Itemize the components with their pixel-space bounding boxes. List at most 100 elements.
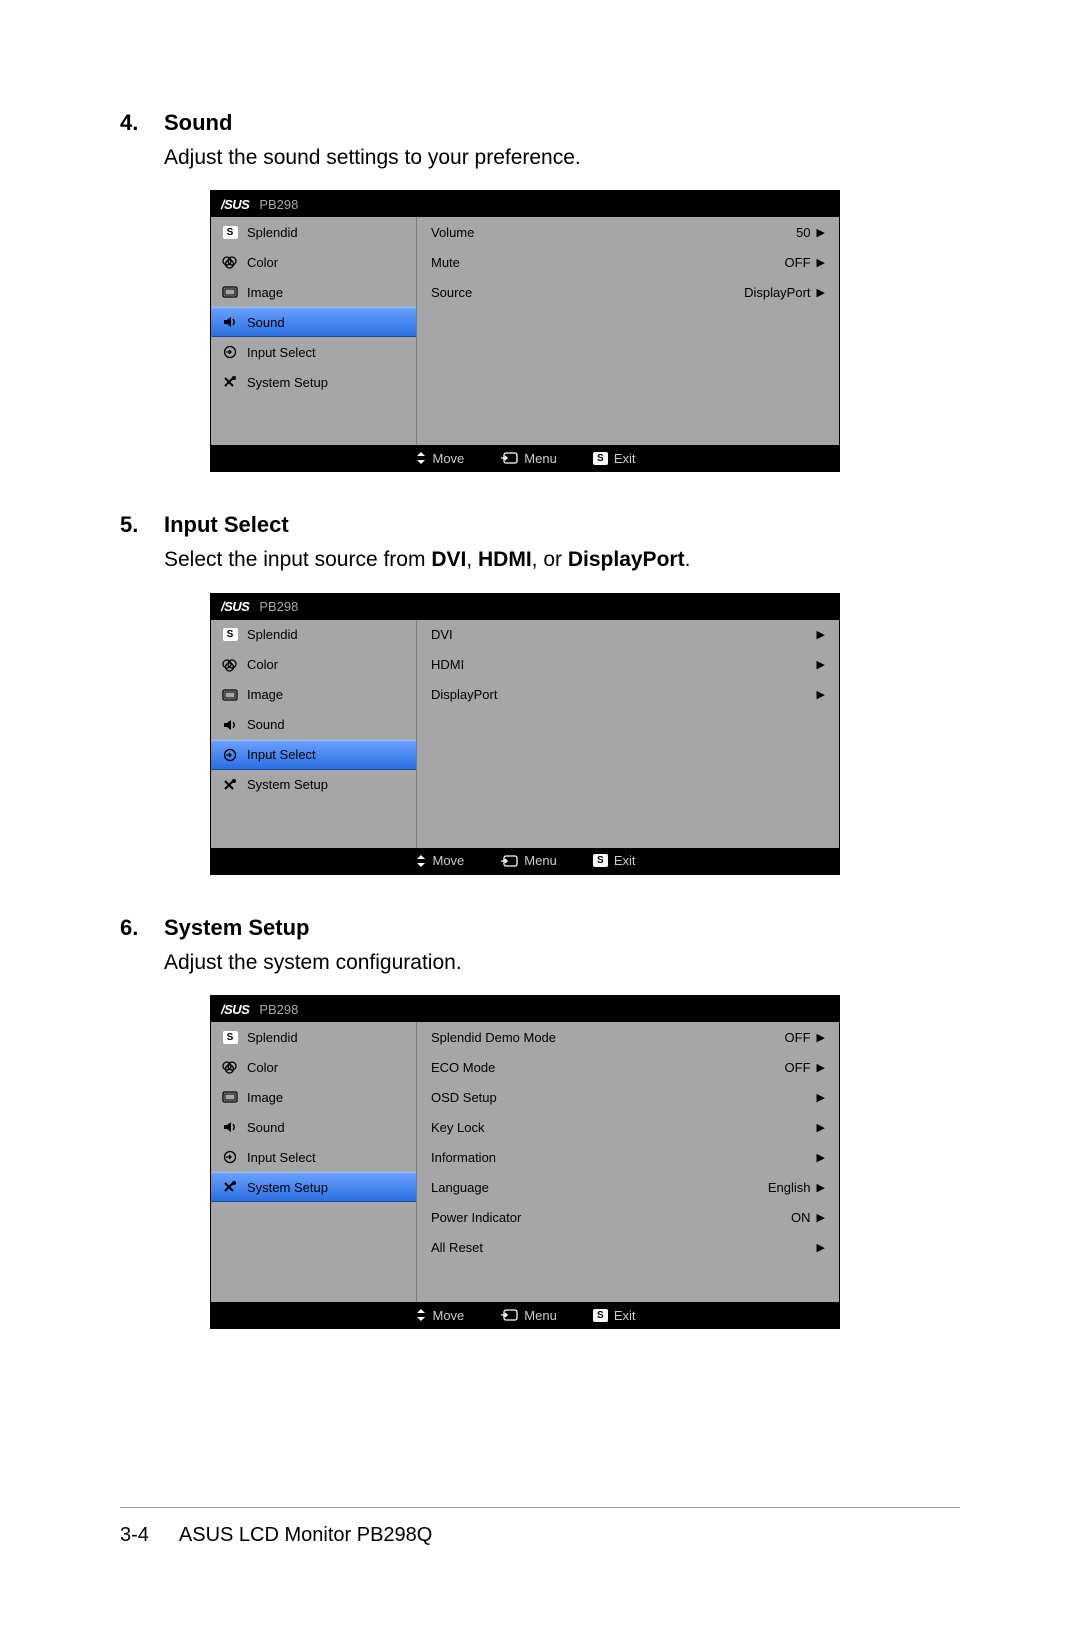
osd-option-label: OSD Setup [431,1090,817,1105]
osd-option-label: Mute [431,255,785,270]
section-title: Sound [164,110,232,135]
osd-model: PB298 [259,599,298,614]
osd-menu-item[interactable]: System Setup [211,367,416,397]
osd-footer-menu: Menu [500,853,557,868]
section-description: Select the input source from DVI, HDMI, … [164,546,960,574]
setup-icon [221,777,239,793]
osd-screenshot: /SUSPB298SSplendid Color Image Sound Input S… [210,593,840,875]
osd-menu-label: Image [247,1090,283,1105]
osd-footer: Move MenuS Exit [211,445,839,471]
osd-option-row[interactable]: DVI▶ [417,620,839,650]
osd-footer-exit: S Exit [593,1308,636,1323]
osd-option-row[interactable]: Information▶ [417,1142,839,1172]
osd-menu-item[interactable]: Image [211,277,416,307]
osd-footer-move: Move [415,451,465,466]
sound-icon [221,1119,239,1135]
osd-menu-item[interactable]: Sound [211,307,416,337]
s-badge-icon: S [221,1029,239,1045]
brand-logo: /SUS [221,1002,249,1017]
osd-menu-label: Input Select [247,1150,316,1165]
osd-menu-label: Color [247,657,278,672]
osd-option-row[interactable]: SourceDisplayPort▶ [417,277,839,307]
osd-menu-item[interactable]: System Setup [211,1172,416,1202]
osd-menu-item[interactable]: SSplendid [211,1022,416,1052]
image-icon [221,284,239,300]
osd-header: /SUSPB298 [211,594,839,620]
osd-menu-label: Sound [247,315,285,330]
osd-menu-item[interactable]: Sound [211,710,416,740]
osd-menu-label: Sound [247,717,285,732]
osd-option-row[interactable]: LanguageEnglish▶ [417,1172,839,1202]
osd-menu-label: System Setup [247,1180,328,1195]
manual-section: 6.System SetupAdjust the system configur… [120,915,960,1329]
osd-menu-item[interactable]: Sound [211,1112,416,1142]
page-footer: 3-4 ASUS LCD Monitor PB298Q [120,1507,960,1547]
osd-menu-item[interactable]: SSplendid [211,620,416,650]
osd-menu-item[interactable]: Color [211,247,416,277]
chevron-right-icon: ▶ [817,1061,825,1074]
image-icon [221,687,239,703]
osd-option-value: 50 [796,225,810,240]
color-icon [221,254,239,270]
osd-header: /SUSPB298 [211,996,839,1022]
image-icon [221,1089,239,1105]
osd-option-row[interactable]: Splendid Demo ModeOFF▶ [417,1022,839,1052]
section-number: 5. [120,512,164,538]
section-title: System Setup [164,915,310,940]
section-number: 4. [120,110,164,136]
osd-menu-label: Color [247,255,278,270]
osd-menu-item[interactable]: Color [211,1052,416,1082]
osd-model: PB298 [259,197,298,212]
osd-menu-label: Color [247,1060,278,1075]
sound-icon [221,314,239,330]
osd-option-row[interactable]: Key Lock▶ [417,1112,839,1142]
osd-screenshot: /SUSPB298SSplendid Color Image Sound Input S… [210,995,840,1329]
osd-footer-exit: S Exit [593,853,636,868]
osd-option-row[interactable]: HDMI▶ [417,650,839,680]
sound-icon [221,717,239,733]
osd-footer-move: Move [415,853,465,868]
osd-menu-item[interactable]: Color [211,650,416,680]
chevron-right-icon: ▶ [817,1121,825,1134]
osd-option-label: ECO Mode [431,1060,785,1075]
osd-options: Volume50▶MuteOFF▶SourceDisplayPort▶ [417,217,839,445]
osd-menu-label: Input Select [247,345,316,360]
osd-option-row[interactable]: MuteOFF▶ [417,247,839,277]
chevron-right-icon: ▶ [817,1211,825,1224]
page-number: 3-4 [120,1524,149,1547]
osd-menu: SSplendid Color Image Sound Input Select Syst… [211,1022,417,1302]
osd-option-row[interactable]: DisplayPort▶ [417,680,839,710]
osd-option-row[interactable]: Volume50▶ [417,217,839,247]
osd-menu-label: Sound [247,1120,285,1135]
osd-menu-item[interactable]: System Setup [211,770,416,800]
chevron-right-icon: ▶ [817,628,825,641]
osd-footer: Move MenuS Exit [211,1302,839,1328]
color-icon [221,1059,239,1075]
osd-option-row[interactable]: All Reset▶ [417,1232,839,1262]
osd-option-value: ON [791,1210,811,1225]
osd-option-row[interactable]: Power IndicatorON▶ [417,1202,839,1232]
osd-menu-label: System Setup [247,375,328,390]
osd-option-value: OFF [785,255,811,270]
osd-menu-item[interactable]: Image [211,1082,416,1112]
section-heading: 4.Sound [120,110,960,136]
chevron-right-icon: ▶ [817,226,825,239]
chevron-right-icon: ▶ [817,1241,825,1254]
osd-option-label: All Reset [431,1240,817,1255]
osd-menu-item[interactable]: SSplendid [211,217,416,247]
osd-menu-item[interactable]: Input Select [211,337,416,367]
chevron-right-icon: ▶ [817,1181,825,1194]
section-number: 6. [120,915,164,941]
osd-menu-label: Splendid [247,225,298,240]
manual-section: 5. Input Select Select the input source fr… [120,512,960,874]
input-icon [221,344,239,360]
osd-footer-exit: S Exit [593,451,636,466]
osd-option-row[interactable]: OSD Setup▶ [417,1082,839,1112]
osd-option-value: OFF [785,1030,811,1045]
osd-menu-item[interactable]: Image [211,680,416,710]
osd-option-row[interactable]: ECO ModeOFF▶ [417,1052,839,1082]
osd-menu-item[interactable]: Input Select [211,1142,416,1172]
osd-menu-item[interactable]: Input Select [211,740,416,770]
manual-section: 4.SoundAdjust the sound settings to your… [120,110,960,472]
osd-option-label: DisplayPort [431,687,817,702]
